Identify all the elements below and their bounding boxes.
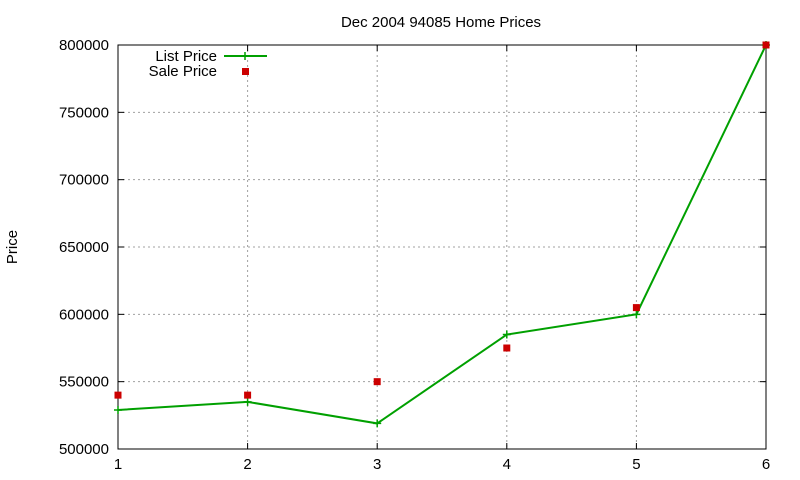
legend-marker-sale-price [242,68,249,75]
data-point-list-price [373,419,382,428]
data-point-list-price [243,397,252,406]
y-tick-label: 650000 [59,239,109,256]
data-point-list-price [502,330,511,339]
legend-marker-list-price [241,52,249,60]
y-tick-label: 500000 [59,441,109,458]
y-tick-label: 700000 [59,172,109,189]
x-tick-label: 2 [243,456,251,473]
series-line-list-price [117,44,767,425]
x-tick-label: 5 [632,456,640,473]
data-point-sale-price [632,304,640,312]
data-point-sale-price [762,41,770,49]
series-layer [114,41,770,428]
y-tick-label: 550000 [59,374,109,391]
data-point-sale-price [503,344,511,352]
data-point-list-price [114,405,122,414]
legend: List Price Sale Price [149,48,267,80]
data-point-sale-price [114,391,122,399]
x-tick-label: 6 [762,456,770,473]
x-tick-label: 3 [373,456,381,473]
data-point-list-price [632,310,641,319]
y-tick-label: 800000 [59,37,109,54]
legend-label-sale-price: Sale Price [149,63,217,80]
legend-label-list-price: List Price [155,48,217,65]
tick-labels: 1 2 3 4 5 6 500000 550000 600000 650000 700000 7500… [59,37,770,473]
data-point-sale-price [373,378,381,386]
y-tick-label: 600000 [59,306,109,323]
x-tick-label: 4 [503,456,511,473]
data-point-sale-price [244,391,252,399]
y-axis-label: Price [4,230,21,264]
y-tick-label: 750000 [59,104,109,121]
chart-title: Dec 2004 94085 Home Prices [341,14,541,31]
x-tick-label: 1 [114,456,122,473]
